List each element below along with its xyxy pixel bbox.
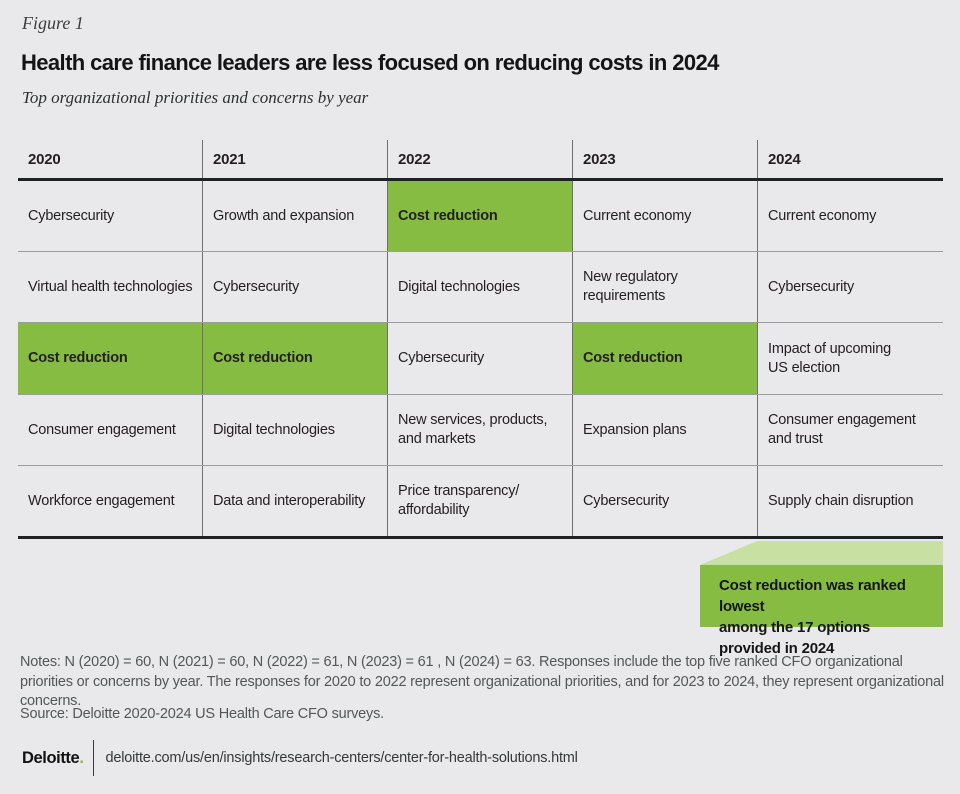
- table-row: Cybersecurity Growth and expansion Cost re…: [18, 181, 943, 252]
- source-text: Source: Deloitte 2020-2024 US Health Car…: [20, 706, 384, 722]
- priority-cell: Expansion plans: [573, 395, 758, 465]
- priority-cell: New services, products, and markets: [388, 395, 573, 465]
- priority-cell-highlighted: Cost reduction: [388, 181, 573, 251]
- priority-cell-highlighted: Cost reduction: [573, 323, 758, 394]
- page-subtitle: Top organizational priorities and concer…: [22, 88, 369, 107]
- year-header-cell: 2023: [573, 140, 758, 178]
- priority-cell: New regulatory requirements: [573, 252, 758, 322]
- priority-cell: Price transparency/ affordability: [388, 466, 573, 536]
- deloitte-logo: Deloitte.: [22, 749, 84, 768]
- year-header-cell: 2020: [18, 140, 203, 178]
- priority-cell: Cybersecurity: [768, 278, 855, 295]
- priority-cell: Virtual health technologies: [18, 252, 203, 322]
- year-header-cell: 2024: [768, 150, 801, 168]
- figure-label: Figure 1: [22, 13, 84, 33]
- priority-cell-highlighted: Cost reduction: [18, 323, 203, 394]
- callout-annotation: Cost reduction was ranked lowest among t…: [700, 565, 943, 657]
- priority-cell: Data and interoperability: [203, 466, 388, 536]
- callout-fold-shape: [700, 541, 943, 565]
- priority-cell: Current economy: [768, 207, 877, 224]
- table-row: Cost reduction Cost reduction Cybersecurit…: [18, 323, 943, 395]
- notes-text: Notes: N (2020) = 60, N (2021) = 60, N (…: [20, 654, 944, 709]
- footer-divider: [92, 740, 94, 776]
- priority-cell: Digital technologies: [203, 395, 388, 465]
- priority-cell: Workforce engagement: [18, 466, 203, 536]
- priority-cell: Supply chain disruption: [768, 492, 914, 509]
- priorities-table: 2020 2021 2022 2023 2024 Cybersecurity Growth …: [18, 140, 943, 539]
- table-header-row: 2020 2021 2022 2023 2024: [18, 140, 943, 181]
- footer-url[interactable]: deloitte.com/us/en/insights/research-cen…: [105, 750, 578, 766]
- table-row: Virtual health technologies Cybersecurity…: [18, 252, 943, 323]
- priority-cell: Digital technologies: [388, 252, 573, 322]
- priority-cell: Cybersecurity: [18, 181, 203, 251]
- year-header-cell: 2021: [203, 140, 388, 178]
- priority-cell: Cybersecurity: [203, 252, 388, 322]
- year-header-cell: 2022: [388, 140, 573, 178]
- priority-cell: Consumer engagement and trust: [768, 412, 916, 447]
- priority-cell: Consumer engagement: [18, 395, 203, 465]
- brand-name: Deloitte: [22, 748, 80, 767]
- priority-cell-highlighted: Cost reduction: [203, 323, 388, 394]
- table-row: Workforce engagement Data and interoperab…: [18, 466, 943, 539]
- page-title: Health care finance leaders are less foc…: [21, 50, 719, 75]
- priority-cell: Growth and expansion: [203, 181, 388, 251]
- priority-cell: Cybersecurity: [573, 466, 758, 536]
- brand-green-period: .: [79, 748, 84, 767]
- priority-cell: Impact of upcoming US election: [768, 340, 891, 376]
- priority-cell: Cybersecurity: [388, 323, 573, 394]
- footer: Deloitte. deloitte.com/us/en/insights/re…: [22, 740, 578, 776]
- table-row: Consumer engagement Digital technologies N…: [18, 395, 943, 466]
- priority-cell: Current economy: [573, 181, 758, 251]
